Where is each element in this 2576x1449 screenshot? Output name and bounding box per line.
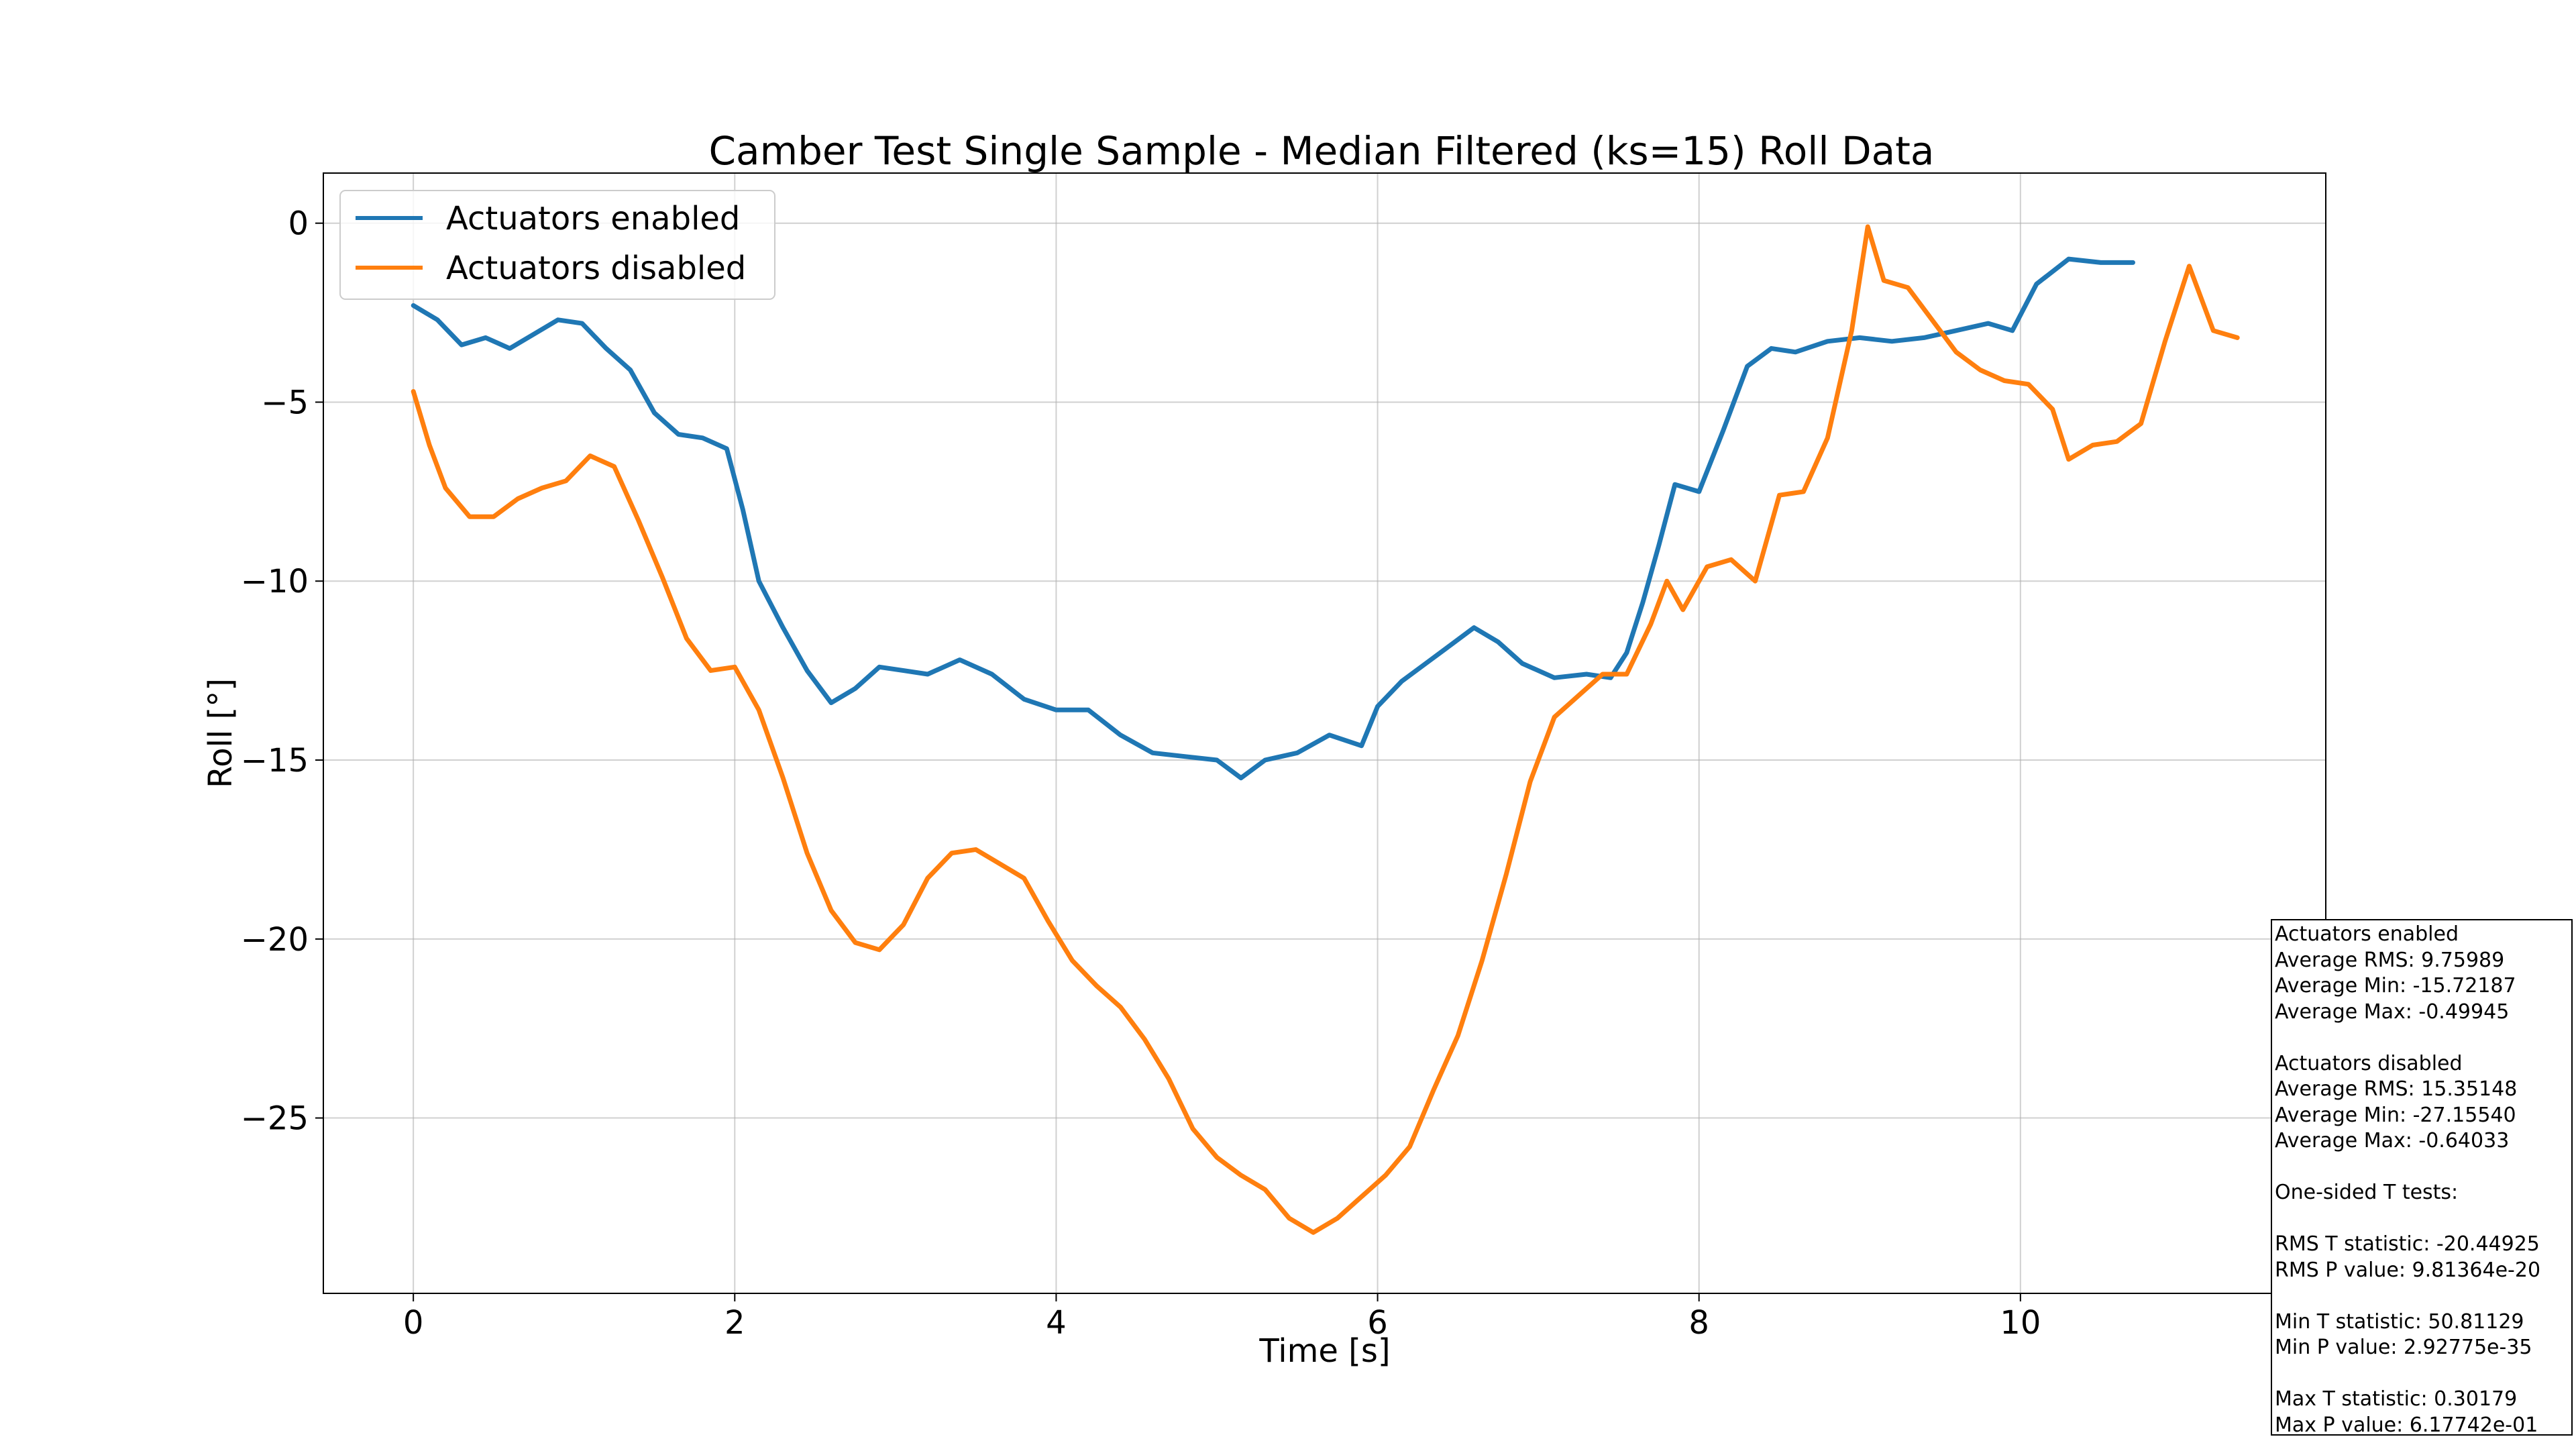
stats-line: Max P value: 6.17742e-01 [2275, 1413, 2538, 1437]
stats-line: Average Max: -0.64033 [2275, 1129, 2510, 1152]
legend-label-actuators-enabled: Actuators enabled [446, 200, 740, 237]
x-tick-label: 8 [1688, 1304, 1709, 1342]
y-axis-label: Roll [°] [202, 678, 239, 788]
stats-line: Average Min: -27.15540 [2275, 1103, 2516, 1127]
x-tick-label: 0 [403, 1304, 424, 1342]
stats-line: Min T statistic: 50.81129 [2275, 1309, 2524, 1334]
stats-line: Actuators disabled [2275, 1051, 2463, 1075]
y-tick-label: 0 [288, 205, 309, 243]
x-tick-label: 2 [724, 1304, 745, 1342]
x-tick-label: 6 [1367, 1304, 1388, 1342]
stats-line [2275, 1155, 2569, 1181]
x-tick-label: 4 [1046, 1304, 1067, 1342]
y-tick-label: −20 [241, 921, 309, 959]
plot-frame [323, 172, 2326, 1294]
x-tick-label: 10 [2000, 1304, 2041, 1342]
legend: Actuators enabled Actuators disabled [339, 190, 775, 300]
series-line-actuators-enabled [411, 256, 2135, 781]
stats-line: RMS T statistic: -20.44925 [2275, 1232, 2540, 1256]
legend-frame [339, 190, 775, 300]
grid [323, 173, 2326, 1293]
stats-line: Average RMS: 9.75989 [2275, 948, 2505, 972]
stats-line [2275, 1206, 2569, 1232]
statistics-box: Actuators enabled Average RMS: 9.75989 A… [2271, 919, 2573, 1437]
series-line-actuators-disabled [411, 224, 2240, 1235]
stats-line: Max T statistic: 0.30179 [2275, 1387, 2518, 1411]
stats-line: Average Min: -15.72187 [2275, 974, 2516, 998]
stats-line: Average Max: -0.49945 [2275, 1000, 2510, 1024]
stats-line: Average RMS: 15.35148 [2275, 1077, 2518, 1101]
stats-line: One-sided T tests: [2275, 1181, 2459, 1204]
stats-line: Min P value: 2.92775e-35 [2275, 1336, 2532, 1359]
x-axis-label: Time [s] [1258, 1332, 1390, 1370]
y-tick-label: −15 [241, 742, 309, 780]
stats-line [2275, 1283, 2569, 1309]
ticks: 0 2 4 6 8 10 0 −5 −10 −15 −20 −25 [241, 205, 2041, 1342]
chart-title: Camber Test Single Sample - Median Filte… [709, 128, 1935, 174]
stats-line [2275, 1025, 2569, 1051]
stats-line [2275, 1361, 2569, 1387]
y-tick-label: −25 [241, 1100, 309, 1138]
series-lines [411, 224, 2240, 1235]
y-tick-label: −5 [261, 384, 309, 421]
legend-label-actuators-disabled: Actuators disabled [446, 250, 746, 287]
y-tick-label: −10 [241, 563, 309, 600]
stats-line: Actuators enabled [2275, 922, 2459, 946]
stats-line: RMS P value: 9.81364e-20 [2275, 1258, 2541, 1282]
